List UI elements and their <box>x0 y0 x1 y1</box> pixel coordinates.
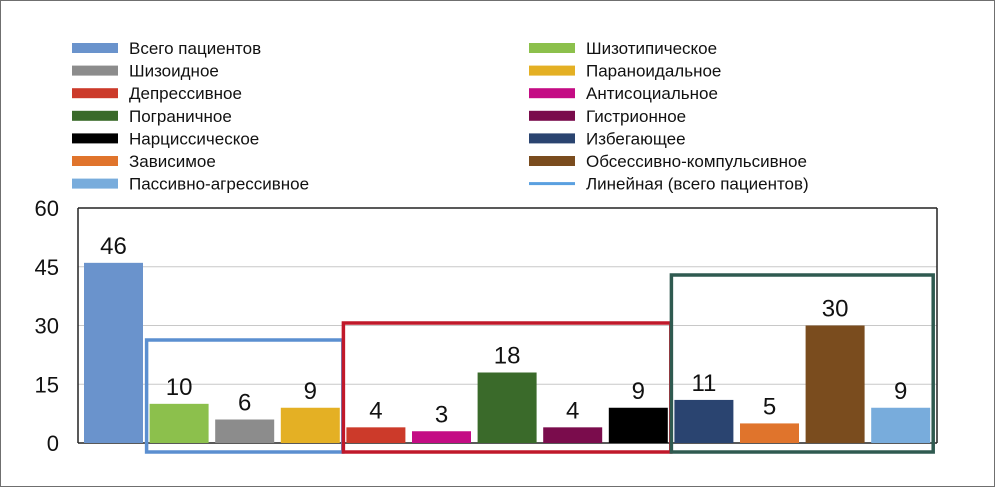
legend-swatch <box>529 88 575 99</box>
legend-swatch <box>72 110 118 121</box>
data-label-2: 10 <box>166 374 193 401</box>
legend-entry-8: Шизотипическое <box>529 39 717 58</box>
legend-label: Параноидальное <box>586 62 721 81</box>
legend-entry-13: Обсессивно-компульсивное <box>529 152 807 171</box>
data-label-7: 18 <box>494 343 521 370</box>
legend-line-swatch <box>529 182 575 186</box>
group-box-cluster-c <box>669 273 935 454</box>
legend: Всего пациентов Шизоидное Депрессивное Погр… <box>72 39 809 194</box>
bar-12 <box>805 325 865 443</box>
legend-label: Пассивно-агрессивное <box>129 175 309 194</box>
data-label-11: 5 <box>763 393 776 420</box>
legend-swatch <box>529 65 575 76</box>
legend-label: Избегающее <box>586 129 686 148</box>
bar-7 <box>477 372 537 443</box>
bars <box>84 262 931 443</box>
y-tick-label: 15 <box>35 372 59 397</box>
legend-swatch <box>72 88 118 99</box>
data-label-5: 4 <box>369 397 382 424</box>
legend-entry-2: Шизоидное <box>72 62 219 81</box>
data-label-4: 9 <box>304 378 317 405</box>
legend-entry-7: Пассивно-агрессивное <box>72 175 309 194</box>
legend-entry-9: Параноидальное <box>529 62 721 81</box>
y-tick-label: 0 <box>47 431 59 456</box>
legend-swatch <box>72 178 118 189</box>
legend-label: Обсессивно-компульсивное <box>586 152 807 171</box>
legend-entry-10: Антисоциальное <box>529 84 718 103</box>
bar-6 <box>412 431 471 443</box>
legend-label: Шизотипическое <box>586 39 717 58</box>
legend-entry-5: Нарциссическое <box>72 129 259 148</box>
legend-swatch <box>529 156 575 166</box>
legend-label: Шизоидное <box>129 62 219 81</box>
y-tick-label: 45 <box>35 255 59 280</box>
bar-3 <box>215 419 275 443</box>
legend-entry-12: Избегающее <box>529 129 686 148</box>
legend-label: Зависимое <box>129 152 216 171</box>
legend-label: Всего пациентов <box>129 39 261 58</box>
legend-label: Антисоциальное <box>586 84 718 103</box>
bar-2 <box>149 403 209 443</box>
bar-9 <box>608 407 668 443</box>
data-label-13: 9 <box>894 378 907 405</box>
bar-8 <box>543 427 603 443</box>
data-label-12: 30 <box>822 296 849 323</box>
legend-swatch <box>72 156 118 166</box>
legend-swatch <box>529 110 575 121</box>
legend-entry-4: Пограничное <box>72 107 232 126</box>
y-tick-label: 30 <box>35 314 59 339</box>
data-label-9: 9 <box>632 378 645 405</box>
legend-swatch <box>72 65 118 76</box>
legend-swatch <box>529 133 575 144</box>
bar-13 <box>871 407 931 443</box>
legend-entry-3: Депрессивное <box>72 84 242 103</box>
legend-label: Депрессивное <box>129 84 242 103</box>
legend-swatch <box>529 43 575 53</box>
data-label-6: 3 <box>435 401 448 428</box>
legend-entry-11: Гистрионное <box>529 107 686 126</box>
data-label-1: 46 <box>100 233 127 260</box>
legend-swatch <box>72 43 118 53</box>
legend-entry-6: Зависимое <box>72 152 216 171</box>
legend-label: Гистрионное <box>586 107 686 126</box>
group-boxes <box>144 273 935 454</box>
legend-label: Линейная (всего пациентов) <box>586 175 809 194</box>
legend-swatch <box>72 133 118 144</box>
data-label-3: 6 <box>238 390 251 417</box>
legend-entry-1: Всего пациентов <box>72 39 261 58</box>
legend-entry-14: Линейная (всего пациентов) <box>529 175 809 194</box>
y-tick-label: 60 <box>35 196 59 221</box>
bar-11 <box>740 423 799 443</box>
value-labels: 46 10 6 9 4 3 18 4 9 11 5 30 9 <box>100 233 907 428</box>
bar-4 <box>280 407 340 443</box>
bar-10 <box>674 399 734 443</box>
bar-5 <box>346 427 406 443</box>
legend-label: Нарциссическое <box>129 129 259 148</box>
bar-1 <box>84 262 143 443</box>
data-label-8: 4 <box>566 397 579 424</box>
data-label-10: 11 <box>691 370 716 397</box>
legend-label: Пограничное <box>129 107 232 126</box>
